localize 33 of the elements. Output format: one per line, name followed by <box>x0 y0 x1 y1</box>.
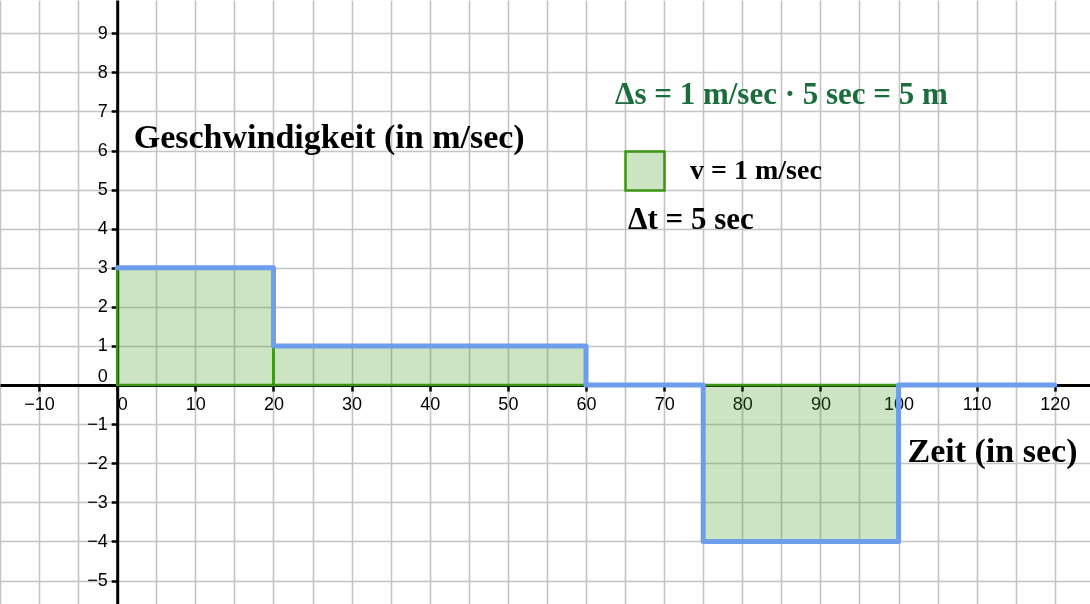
y-tick-label: 2 <box>97 296 108 317</box>
x-tick-label: 50 <box>498 393 519 414</box>
y-tick-label: −4 <box>87 530 108 551</box>
x-tick-label: 40 <box>420 393 441 414</box>
x-tick-label: 60 <box>576 393 597 414</box>
y-tick-label: 3 <box>97 257 108 278</box>
annotation: Δt = 5 sec <box>628 201 754 236</box>
y-tick-label: 4 <box>97 218 108 239</box>
y-axis-title: Geschwindigkeit (in m/sec) <box>133 117 525 156</box>
x-tick-label: 120 <box>1040 393 1071 414</box>
x-tick-label: −10 <box>24 393 55 414</box>
annotation: Δs = 1 m/sec · 5 sec = 5 m <box>615 76 949 111</box>
y-tick-label: 5 <box>97 179 108 200</box>
x-tick-label: 30 <box>342 393 363 414</box>
x-tick-label: 80 <box>732 393 753 414</box>
y-tick-label: 0 <box>97 365 108 386</box>
y-tick-label: 9 <box>97 22 108 43</box>
y-tick-label: 7 <box>97 100 108 121</box>
x-tick-label: 10 <box>185 393 206 414</box>
y-tick-label: 8 <box>97 61 108 82</box>
legend-label: v = 1 m/sec <box>690 154 822 185</box>
y-tick-label: −2 <box>87 452 108 473</box>
y-tick-label: 6 <box>97 140 108 161</box>
x-tick-label: 20 <box>263 393 284 414</box>
y-tick-label: −5 <box>87 570 108 591</box>
x-tick-label: 70 <box>654 393 675 414</box>
x-tick-label: 90 <box>810 393 831 414</box>
x-tick-label: 0 <box>117 393 128 414</box>
y-tick-label: −3 <box>87 491 108 512</box>
y-tick-label: −1 <box>87 413 108 434</box>
y-tick-label: 1 <box>97 335 108 356</box>
x-axis-title: Zeit (in sec) <box>907 431 1078 470</box>
x-tick-label: 110 <box>962 393 992 414</box>
